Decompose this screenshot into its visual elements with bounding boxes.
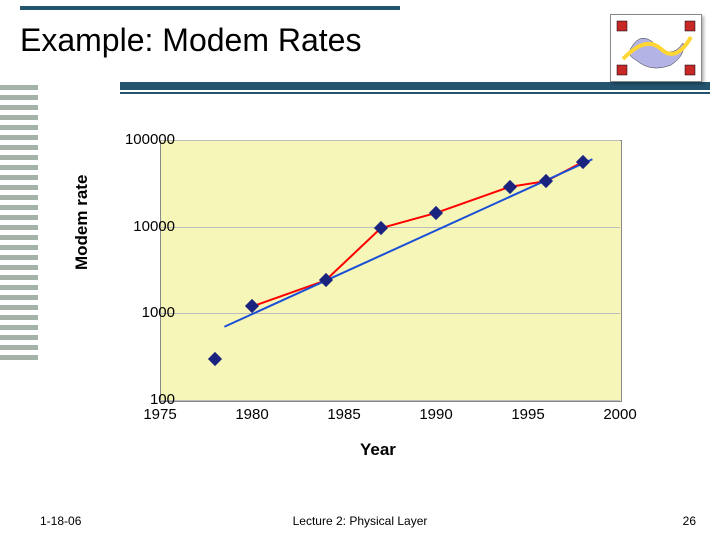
x-tick-label: 1985 — [324, 406, 364, 423]
footer-lecture: Lecture 2: Physical Layer — [0, 514, 720, 528]
title-underline-thick — [120, 82, 710, 90]
slide-title: Example: Modem Rates — [20, 22, 361, 59]
x-axis-label: Year — [360, 440, 396, 460]
left-stripe-decoration — [0, 85, 38, 365]
x-tick-label: 1990 — [416, 406, 456, 423]
x-tick-label: 2000 — [600, 406, 640, 423]
network-logo-icon — [611, 15, 701, 81]
x-tick-label: 1980 — [232, 406, 272, 423]
x-tick-label: 1975 — [140, 406, 180, 423]
x-tick-label: 1995 — [508, 406, 548, 423]
y-axis-label: Modem rate — [72, 175, 92, 270]
chart-container: Modem rate Year 100100010000100000 19751… — [100, 130, 640, 460]
gridline — [160, 400, 620, 401]
top-accent-rule — [20, 6, 400, 10]
trend-line — [224, 159, 592, 327]
data-line — [252, 162, 583, 307]
title-underline-thin — [120, 92, 710, 94]
logo-box — [610, 14, 702, 82]
footer-page-number: 26 — [683, 514, 696, 528]
